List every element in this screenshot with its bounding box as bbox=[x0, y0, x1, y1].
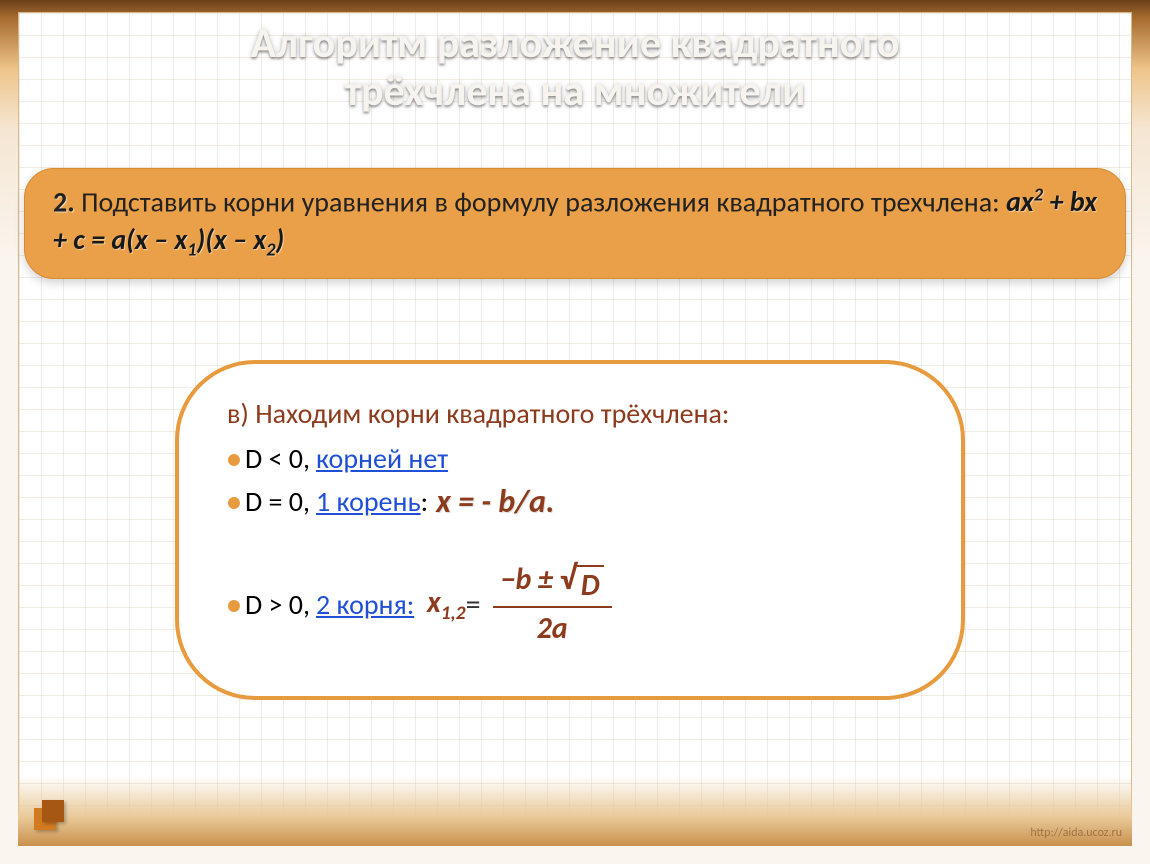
x12-sub: 1,2 bbox=[441, 601, 466, 625]
case-d-neg: • D < 0, корней нет bbox=[227, 441, 913, 476]
sqrt-icon: √D bbox=[560, 565, 604, 604]
case-d-neg-link[interactable]: корней нет bbox=[316, 441, 448, 476]
bullet-icon: • bbox=[227, 587, 241, 622]
case-d-pos-link[interactable]: 2 корня: bbox=[316, 587, 414, 622]
frac-numerator: −b ± √D bbox=[493, 559, 612, 606]
quadratic-formula-fraction: −b ± √D 2a bbox=[493, 559, 612, 649]
eq-sign: = bbox=[466, 586, 481, 623]
slide-title: Алгоритм разложение квадратного трёхчлен… bbox=[0, 12, 1150, 131]
case-d-neg-lead: D < 0, bbox=[245, 441, 310, 476]
frac-denominator: 2a bbox=[529, 608, 576, 649]
case-d-zero-link[interactable]: 1 корень bbox=[316, 484, 421, 519]
case-d-zero: • D = 0, 1 корень : x = - b/a. bbox=[227, 482, 913, 521]
num-prefix: −b ± bbox=[501, 561, 560, 598]
case-d-zero-eq: x = - b/a. bbox=[436, 482, 554, 521]
sqrt-arg: D bbox=[577, 565, 604, 604]
title-line-2: трёхчлена на множители bbox=[345, 66, 806, 117]
x12-label: x1,2 bbox=[427, 584, 466, 625]
corner-logo-icon bbox=[34, 808, 56, 830]
case-d-pos: • D > 0, 2 корня: x1,2 = −b ± √D 2a bbox=[227, 559, 913, 649]
case-d-pos-lead: D > 0, bbox=[245, 587, 310, 622]
box-heading: в) Находим корни квадратного трёхчлена: bbox=[227, 396, 913, 431]
credit-link[interactable]: http://aida.ucoz.ru bbox=[1030, 826, 1122, 840]
step-text: 2. Подставить корни уравнения в формулу … bbox=[53, 183, 1097, 262]
x12-var: x bbox=[427, 584, 441, 621]
step-pill: 2. Подставить корни уравнения в формулу … bbox=[24, 168, 1126, 279]
roots-box: в) Находим корни квадратного трёхчлена: … bbox=[175, 360, 965, 700]
bullet-icon: • bbox=[227, 441, 241, 476]
step-body: Подставить корни уравнения в формулу раз… bbox=[81, 184, 1006, 219]
case-d-zero-colon: : bbox=[421, 484, 429, 519]
step-number: 2. bbox=[53, 184, 75, 219]
case-d-zero-lead: D = 0, bbox=[245, 484, 310, 519]
title-line-1: Алгоритм разложение квадратного bbox=[251, 18, 900, 69]
bullet-icon: • bbox=[227, 484, 241, 519]
